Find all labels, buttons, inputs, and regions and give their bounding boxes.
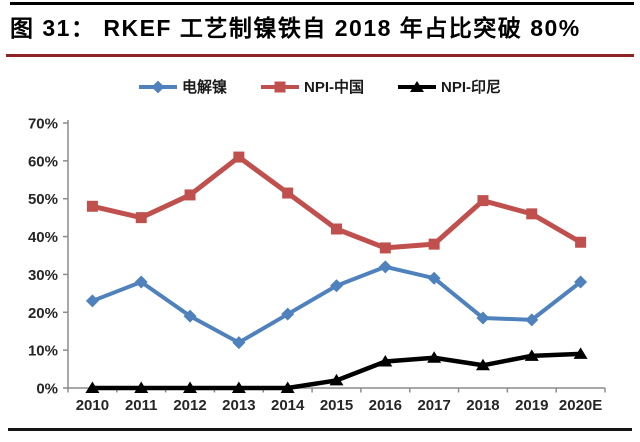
- triangle-data-point: [134, 381, 149, 393]
- diamond-data-point: [427, 271, 441, 285]
- triangle-data-point: [329, 373, 344, 386]
- diamond-data-point: [281, 307, 295, 321]
- triangle-data-point: [573, 347, 588, 359]
- legend-item-npi-china: NPI-中国: [260, 76, 364, 97]
- legend-label: 电解镍: [181, 79, 227, 96]
- x-axis-tick-label: 2017: [417, 397, 450, 414]
- legend-label: NPI-印尼: [441, 79, 502, 96]
- square-data-point: [526, 208, 538, 220]
- x-axis-tick-label: 2015: [320, 397, 353, 414]
- diamond-data-point: [476, 311, 490, 325]
- square-data-point: [477, 195, 489, 207]
- figure-title: 图 31： RKEF 工艺制镍铁自 2018 年占比突破 80%: [10, 15, 581, 41]
- square-data-point: [233, 151, 245, 163]
- diamond-data-point: [134, 275, 148, 289]
- triangle-data-point: [231, 381, 246, 393]
- x-axis-tick-label: 2011: [125, 397, 158, 414]
- x-axis-tick-label: 2020E: [559, 397, 602, 414]
- square-data-point: [428, 238, 440, 250]
- square-marker-icon: [274, 81, 286, 92]
- legend-swatch: [398, 79, 436, 94]
- diamond-data-point: [232, 336, 246, 350]
- x-axis-tick-label: 2010: [76, 397, 109, 414]
- y-axis-tick-label: 30%: [28, 267, 58, 284]
- square-data-point: [184, 189, 196, 201]
- y-axis-tick-label: 50%: [28, 191, 58, 208]
- square-data-point: [575, 236, 587, 248]
- diamond-data-point: [183, 309, 197, 323]
- top-divider: [10, 2, 634, 5]
- legend-item-electrolytic-nickel: 电解镍: [138, 76, 227, 97]
- x-axis-tick-label: 2012: [173, 397, 206, 414]
- x-axis-tick-label: 2014: [271, 397, 305, 414]
- legend-item-npi-indonesia: NPI-印尼: [398, 76, 501, 97]
- diamond-data-point: [85, 294, 99, 308]
- x-axis-tick-label: 2018: [466, 397, 499, 414]
- legend-label: NPI-中国: [303, 79, 364, 96]
- diamond-data-point: [574, 275, 588, 289]
- y-axis-tick-label: 0%: [36, 381, 58, 398]
- triangle-data-point: [280, 381, 295, 393]
- triangle-data-point: [183, 381, 198, 393]
- triangle-data-point: [475, 358, 490, 371]
- bottom-divider: [8, 428, 632, 431]
- x-axis-tick-label: 2016: [369, 397, 402, 414]
- x-axis-tick-label: 2013: [222, 397, 255, 414]
- axes: 0% 10% 20% 30% 40% 50% 60% 70% 2010 2011 2012 2013 2…: [28, 116, 606, 414]
- y-axis-tick-label: 40%: [28, 229, 58, 246]
- legend-swatch: [260, 79, 299, 94]
- square-data-point: [379, 242, 391, 254]
- legend-swatch: [138, 79, 177, 94]
- series-electrolytic-nickel: [85, 260, 588, 350]
- y-axis-tick-label: 10%: [28, 343, 58, 360]
- square-data-point: [331, 223, 342, 235]
- diamond-data-point: [330, 279, 343, 293]
- triangle-marker-icon: [410, 80, 424, 92]
- x-axis-tick-label: 2019: [515, 397, 548, 414]
- series-npi-indonesia: [85, 347, 588, 393]
- diamond-data-point: [525, 313, 539, 327]
- chart-legend: 电解镍 NPI-中国 NPI-印尼: [0, 76, 640, 97]
- square-data-point: [135, 212, 147, 224]
- y-axis-tick-label: 60%: [28, 153, 58, 170]
- triangle-data-point: [378, 355, 393, 367]
- y-axis-tick-label: 20%: [28, 305, 58, 322]
- triangle-data-point: [427, 351, 442, 363]
- title-underline: [6, 54, 634, 57]
- triangle-data-point: [524, 349, 539, 361]
- series-npi-china: [86, 151, 587, 254]
- square-data-point: [282, 187, 294, 199]
- triangle-data-point: [85, 381, 100, 393]
- square-data-point: [86, 200, 98, 212]
- diamond-data-point: [378, 260, 392, 274]
- y-axis-tick-label: 70%: [28, 116, 58, 133]
- series-line-electrolytic-nickel: [90, 264, 583, 345]
